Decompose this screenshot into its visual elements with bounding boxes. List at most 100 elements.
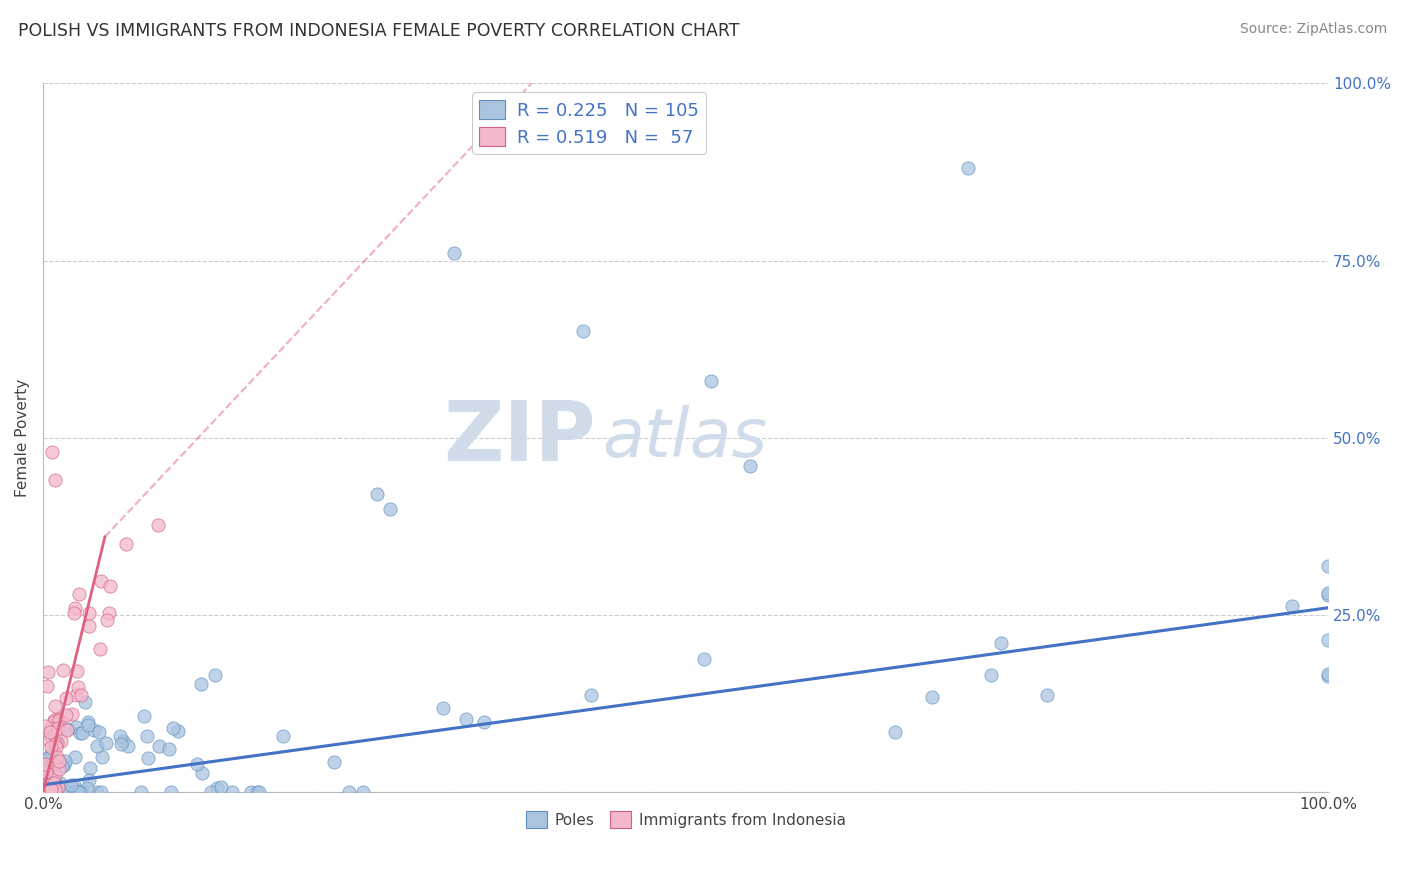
Point <box>572 325 595 339</box>
Point <box>59 778 82 792</box>
Point <box>37 665 59 679</box>
Point <box>579 688 602 702</box>
Point <box>249 785 271 799</box>
Point <box>46 780 69 795</box>
Point <box>46 749 69 764</box>
Point <box>69 785 91 799</box>
Point <box>41 756 63 771</box>
Point <box>37 781 59 796</box>
Point <box>72 785 94 799</box>
Point <box>98 606 121 620</box>
Point <box>35 785 58 799</box>
Point <box>66 785 89 799</box>
Point <box>56 722 79 736</box>
Point <box>1317 586 1340 600</box>
Point <box>37 750 59 764</box>
Point <box>55 690 77 705</box>
Point <box>37 784 59 798</box>
Point <box>51 759 73 773</box>
Point <box>990 636 1012 650</box>
Point <box>34 719 56 733</box>
Point <box>132 709 155 723</box>
Point <box>42 757 65 772</box>
Point <box>472 715 495 730</box>
Point <box>186 757 208 772</box>
Point <box>200 785 222 799</box>
Point <box>456 713 478 727</box>
Point <box>89 642 111 657</box>
Point <box>957 161 980 176</box>
Point <box>62 606 84 620</box>
Point <box>884 725 907 739</box>
Point <box>70 688 93 702</box>
Point <box>48 763 70 777</box>
Point <box>91 749 114 764</box>
Point <box>34 766 56 780</box>
Point <box>65 785 87 799</box>
Point <box>167 723 190 738</box>
Point <box>55 708 77 723</box>
Point <box>432 701 454 715</box>
Text: Source: ZipAtlas.com: Source: ZipAtlas.com <box>1240 22 1388 37</box>
Point <box>148 739 170 754</box>
Point <box>41 445 63 459</box>
Point <box>366 487 388 501</box>
Point <box>1281 599 1303 613</box>
Point <box>162 722 184 736</box>
Point <box>157 741 180 756</box>
Point <box>38 733 60 747</box>
Point <box>96 613 118 627</box>
Point <box>63 778 86 792</box>
Point <box>66 681 89 695</box>
Point <box>35 763 58 777</box>
Point <box>62 785 84 799</box>
Point <box>77 718 100 732</box>
Point <box>52 757 75 772</box>
Point <box>114 537 136 551</box>
Point <box>1317 558 1340 573</box>
Point <box>65 688 87 702</box>
Point <box>191 766 214 780</box>
Point <box>77 619 100 633</box>
Point <box>90 574 112 588</box>
Point <box>86 785 108 799</box>
Point <box>67 785 90 799</box>
Point <box>67 586 90 600</box>
Point <box>209 780 232 794</box>
Point <box>48 754 70 768</box>
Point <box>692 652 714 666</box>
Point <box>79 772 101 787</box>
Text: atlas: atlas <box>602 405 768 471</box>
Point <box>45 740 67 755</box>
Point <box>34 752 56 766</box>
Point <box>70 725 93 739</box>
Y-axis label: Female Poverty: Female Poverty <box>15 378 30 497</box>
Point <box>46 713 69 727</box>
Point <box>980 668 1002 682</box>
Point <box>378 501 401 516</box>
Point <box>44 776 66 790</box>
Point <box>443 246 465 260</box>
Point <box>738 458 761 473</box>
Point <box>221 785 243 799</box>
Point <box>65 720 87 734</box>
Point <box>39 721 62 735</box>
Point <box>60 706 83 721</box>
Point <box>39 785 62 799</box>
Point <box>52 664 75 678</box>
Point <box>45 736 67 750</box>
Point <box>136 729 159 743</box>
Point <box>39 782 62 797</box>
Point <box>77 606 100 620</box>
Point <box>35 765 58 780</box>
Point <box>136 750 159 764</box>
Text: ZIP: ZIP <box>443 397 596 478</box>
Point <box>35 785 58 799</box>
Point <box>129 785 152 799</box>
Point <box>44 473 66 487</box>
Point <box>39 725 62 739</box>
Point <box>34 785 56 799</box>
Point <box>87 724 110 739</box>
Point <box>35 726 58 740</box>
Point <box>66 664 89 678</box>
